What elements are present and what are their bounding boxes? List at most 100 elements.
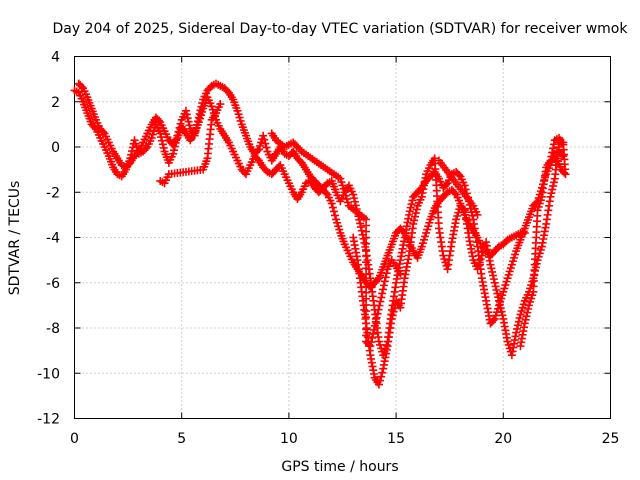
data-point-marker <box>350 194 359 203</box>
data-point-marker <box>468 211 477 220</box>
data-point-marker <box>495 296 504 305</box>
y-tick-label: -2 <box>46 185 60 201</box>
chart-title: Day 204 of 2025, Sidereal Day-to-day VTE… <box>53 21 629 37</box>
data-point-marker <box>369 325 378 334</box>
data-point-marker <box>388 311 397 320</box>
data-point-marker <box>497 307 506 316</box>
data-point-marker <box>377 293 386 302</box>
data-point-marker <box>552 154 561 163</box>
y-tick-label: -8 <box>46 321 60 337</box>
data-point-marker <box>356 223 365 232</box>
data-point-marker <box>382 269 391 278</box>
data-point-marker <box>330 211 339 220</box>
data-point-marker <box>366 342 375 351</box>
data-point-marker <box>349 190 358 199</box>
data-point-marker <box>546 156 555 165</box>
data-point-marker <box>376 376 385 385</box>
data-point-marker <box>370 321 379 330</box>
data-point-marker <box>169 149 178 158</box>
data-point-marker <box>410 216 419 225</box>
data-point-marker <box>558 167 567 176</box>
data-point-marker <box>549 178 558 187</box>
data-point-marker <box>489 275 498 284</box>
data-point-marker <box>514 317 523 326</box>
data-point-marker <box>494 293 503 302</box>
data-point-marker <box>374 380 383 389</box>
data-point-marker <box>378 289 387 298</box>
data-point-marker <box>523 308 532 317</box>
data-point-marker <box>521 315 530 324</box>
y-tick-label: -12 <box>37 412 60 428</box>
x-tick-label: 15 <box>387 431 405 447</box>
data-point-marker <box>259 131 268 140</box>
data-point-marker <box>549 140 558 149</box>
data-point-marker <box>329 207 338 216</box>
data-point-marker <box>515 314 524 323</box>
data-point-marker <box>368 334 377 343</box>
data-point-marker <box>377 372 386 381</box>
data-point-marker <box>182 110 191 119</box>
data-point-marker <box>350 197 359 206</box>
data-point-marker <box>490 278 499 287</box>
data-point-marker <box>486 260 495 269</box>
data-point-marker <box>459 204 468 213</box>
data-point-marker <box>450 189 459 198</box>
data-point-marker <box>169 146 178 155</box>
data-point-marker <box>547 189 556 198</box>
data-point-marker <box>158 140 167 149</box>
data-point-marker <box>487 264 496 273</box>
data-point-marker <box>185 121 194 130</box>
data-point-marker <box>381 273 390 282</box>
y-tick-label: 2 <box>51 95 60 111</box>
data-point-marker <box>380 277 389 286</box>
data-point-marker <box>407 200 416 209</box>
data-point-marker <box>454 170 463 179</box>
data-point-marker <box>396 269 405 278</box>
data-point-marker <box>460 181 469 190</box>
x-tick-label: 0 <box>70 431 79 447</box>
data-point-marker <box>372 313 381 322</box>
data-point-marker <box>373 275 382 284</box>
data-point-marker <box>369 329 378 338</box>
data-point-marker <box>90 123 99 132</box>
data-points <box>70 79 570 389</box>
data-point-marker <box>549 144 558 153</box>
data-point-marker <box>371 317 380 326</box>
y-tick-label: -10 <box>37 366 60 382</box>
data-point-marker <box>376 297 385 306</box>
data-point-marker <box>410 212 419 221</box>
data-point-marker <box>77 82 86 91</box>
data-point-marker <box>495 300 504 309</box>
data-point-marker <box>488 267 497 276</box>
data-point-marker <box>184 117 193 126</box>
data-point-marker <box>260 135 269 144</box>
x-tick-label: 25 <box>602 431 620 447</box>
data-point-marker <box>159 143 168 152</box>
data-point-marker <box>261 139 270 148</box>
y-tick-label: 4 <box>51 50 60 66</box>
data-point-marker <box>442 180 451 189</box>
data-point-marker <box>411 209 420 218</box>
data-point-marker <box>546 192 555 201</box>
data-point-marker <box>367 338 376 347</box>
data-point-marker <box>408 196 417 205</box>
data-point-marker <box>253 146 262 155</box>
data-point-marker <box>181 106 190 115</box>
data-point-marker <box>548 185 557 194</box>
data-point-marker <box>157 136 166 145</box>
x-tick-label: 20 <box>494 431 512 447</box>
data-point-marker <box>405 207 414 216</box>
y-axis-label: SDTVAR / TECUs <box>7 181 23 296</box>
data-point-marker <box>99 127 108 136</box>
data-point-marker <box>262 143 271 152</box>
data-point-marker <box>389 307 398 316</box>
axis-ticks: 0 5 10 15 20 25 -12 -10 -8 -6 -4 -2 0 2 4 <box>37 50 619 448</box>
data-point-marker <box>520 319 529 328</box>
y-tick-label: -4 <box>46 231 60 247</box>
data-point-marker <box>373 309 382 318</box>
data-point-marker <box>409 219 418 228</box>
data-point-marker <box>512 328 521 337</box>
data-point-marker <box>513 321 522 330</box>
data-point-marker <box>183 114 192 123</box>
